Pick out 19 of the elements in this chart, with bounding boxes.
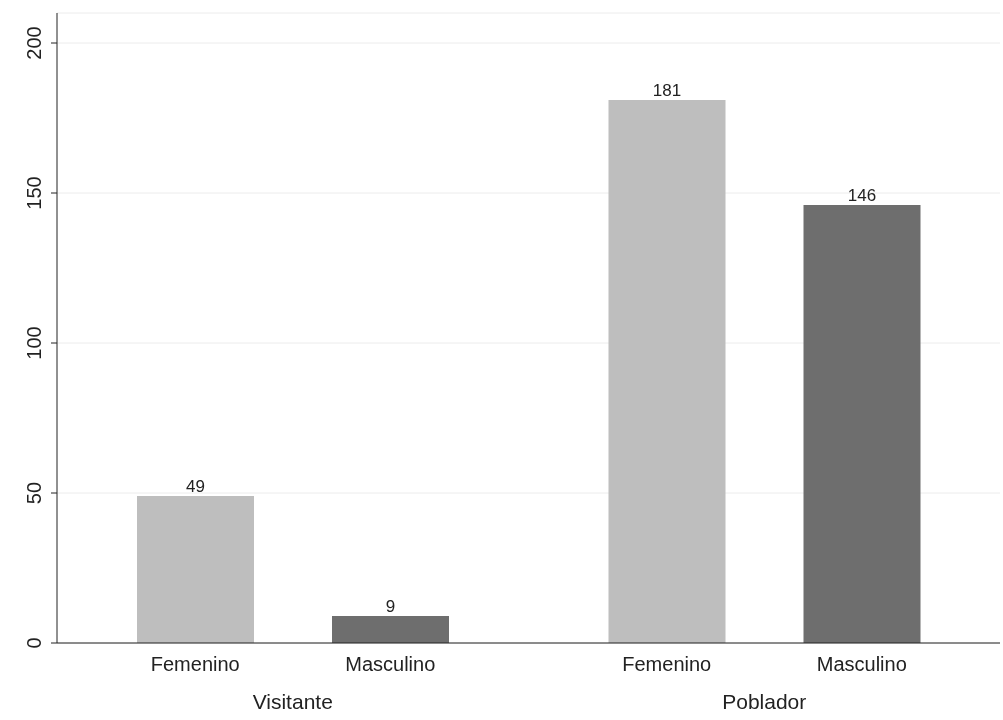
y-tick-label: 200 [23, 26, 45, 60]
y-tick-label: 0 [23, 637, 45, 649]
series-label: Femenino [150, 653, 240, 675]
data-label: 9 [385, 597, 396, 616]
text: Masculino [816, 653, 907, 675]
y-tick-label: 150 [23, 176, 45, 210]
bar [803, 205, 921, 643]
data-label: 181 [652, 81, 682, 100]
x-tick-label: Visitante [252, 690, 333, 713]
series-label: Masculino [345, 653, 436, 675]
text: Femenino [622, 653, 712, 675]
data-label: 146 [847, 186, 877, 205]
data-label: 49 [186, 477, 205, 496]
y-tick-label: 100 [23, 326, 45, 360]
bar [332, 616, 449, 643]
bar [137, 496, 254, 643]
bar [608, 100, 726, 643]
y-tick-label: 50 [23, 481, 45, 505]
x-tick-label: Poblador [722, 690, 807, 713]
